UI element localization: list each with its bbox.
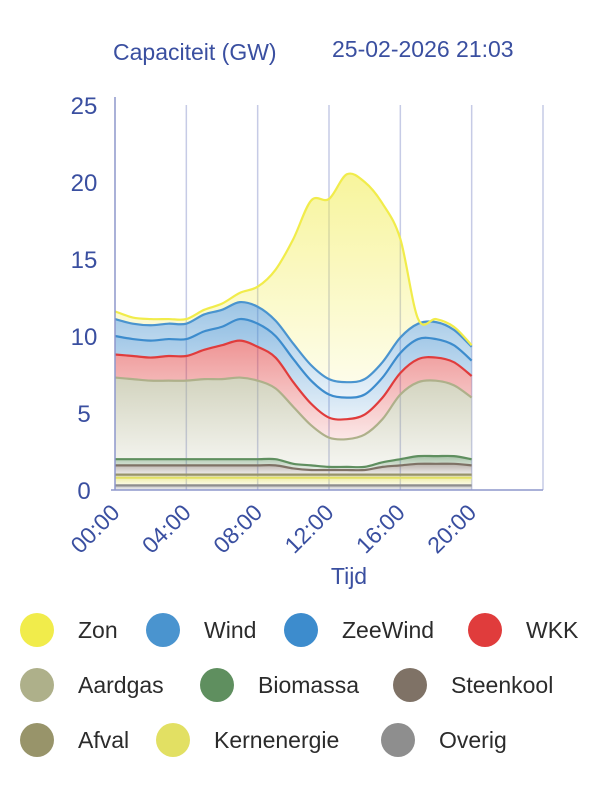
line-wind: [114, 300, 473, 384]
legend-label-kernenergie: Kernenergie: [214, 726, 340, 753]
y-tick-label-10: 10: [71, 324, 98, 351]
legend-item-aardgas[interactable]: Aardgas: [20, 667, 164, 703]
legend-item-steenkool[interactable]: Steenkool: [393, 667, 553, 703]
legend-label-overig: Overig: [439, 726, 507, 753]
legend-item-wind[interactable]: Wind: [146, 612, 256, 648]
area-zon: [115, 173, 472, 383]
legend-dot-biomassa: [200, 668, 234, 702]
x-tick-label-0400: 04:00: [137, 499, 196, 558]
legend-item-biomassa[interactable]: Biomassa: [200, 667, 359, 703]
legend-label-aardgas: Aardgas: [78, 671, 164, 698]
area-aardgas: [115, 377, 472, 468]
legend-dot-afval: [20, 723, 54, 757]
area-wkk: [115, 340, 472, 440]
line-biomassa: [115, 454, 472, 469]
legend-dot-zon: [20, 613, 54, 647]
chart-title: Capaciteit (GW): [113, 39, 277, 65]
area-wind: [115, 302, 472, 398]
legend-label-wind: Wind: [204, 616, 257, 643]
legend-item-wkk[interactable]: WKK: [468, 612, 578, 648]
legend-label-zon: Zon: [78, 616, 118, 643]
line-zeewind: [114, 317, 473, 399]
area-overig: [115, 485, 472, 490]
line-wkk: [114, 339, 473, 421]
legend-item-overig[interactable]: Overig: [381, 722, 507, 758]
legend-label-wkk: WKK: [526, 616, 579, 643]
legend-label-biomassa: Biomassa: [258, 671, 359, 698]
x-tick-label-1200: 12:00: [279, 499, 338, 558]
timestamp: 25-02-2026 21:03: [332, 36, 514, 62]
legend-item-kernenergie[interactable]: Kernenergie: [156, 722, 339, 758]
legend-dot-overig: [381, 723, 415, 757]
line-aardgas: [114, 376, 473, 441]
capacity-chart: 0 5 10 15 20 25 00:00 04:00 08:00 12:00 16:00 20:00…: [65, 93, 544, 589]
x-tick-label-0800: 08:00: [208, 499, 267, 558]
x-tick-label-2000: 20:00: [422, 499, 481, 558]
legend-item-afval[interactable]: Afval: [20, 722, 129, 758]
legend-dot-kernenergie: [156, 723, 190, 757]
legend-label-zeewind: ZeeWind: [342, 616, 435, 643]
x-tick-label-0000: 00:00: [65, 499, 124, 558]
y-tick-label-15: 15: [71, 247, 98, 274]
chart-header: Capaciteit (GW) 25-02-2026 21:03: [0, 34, 607, 74]
line-zon: [114, 172, 473, 347]
stacked-areas: [115, 173, 472, 490]
area-zeewind: [115, 318, 472, 420]
legend-dot-aardgas: [20, 668, 54, 702]
y-tick-label-0: 0: [77, 478, 90, 505]
area-kernenergie: [115, 477, 472, 486]
legend-dot-wkk: [468, 613, 502, 647]
x-axis-label: Tijd: [331, 563, 367, 589]
legend: Zon Wind ZeeWind WKK Aardgas Biomassa St…: [0, 606, 607, 776]
y-tick-label-20: 20: [71, 170, 98, 197]
legend-dot-wind: [146, 613, 180, 647]
legend-label-afval: Afval: [78, 726, 130, 753]
legend-label-steenkool: Steenkool: [451, 671, 554, 698]
y-tick-label-25: 25: [71, 93, 98, 120]
legend-item-zon[interactable]: Zon: [20, 612, 118, 648]
x-tick-label-1600: 16:00: [351, 499, 410, 558]
legend-item-zeewind[interactable]: ZeeWind: [284, 612, 434, 648]
legend-dot-zeewind: [284, 613, 318, 647]
line-steenkool: [115, 462, 472, 472]
series-lines: [114, 172, 473, 487]
y-tick-label-5: 5: [77, 401, 90, 428]
legend-dot-steenkool: [393, 668, 427, 702]
